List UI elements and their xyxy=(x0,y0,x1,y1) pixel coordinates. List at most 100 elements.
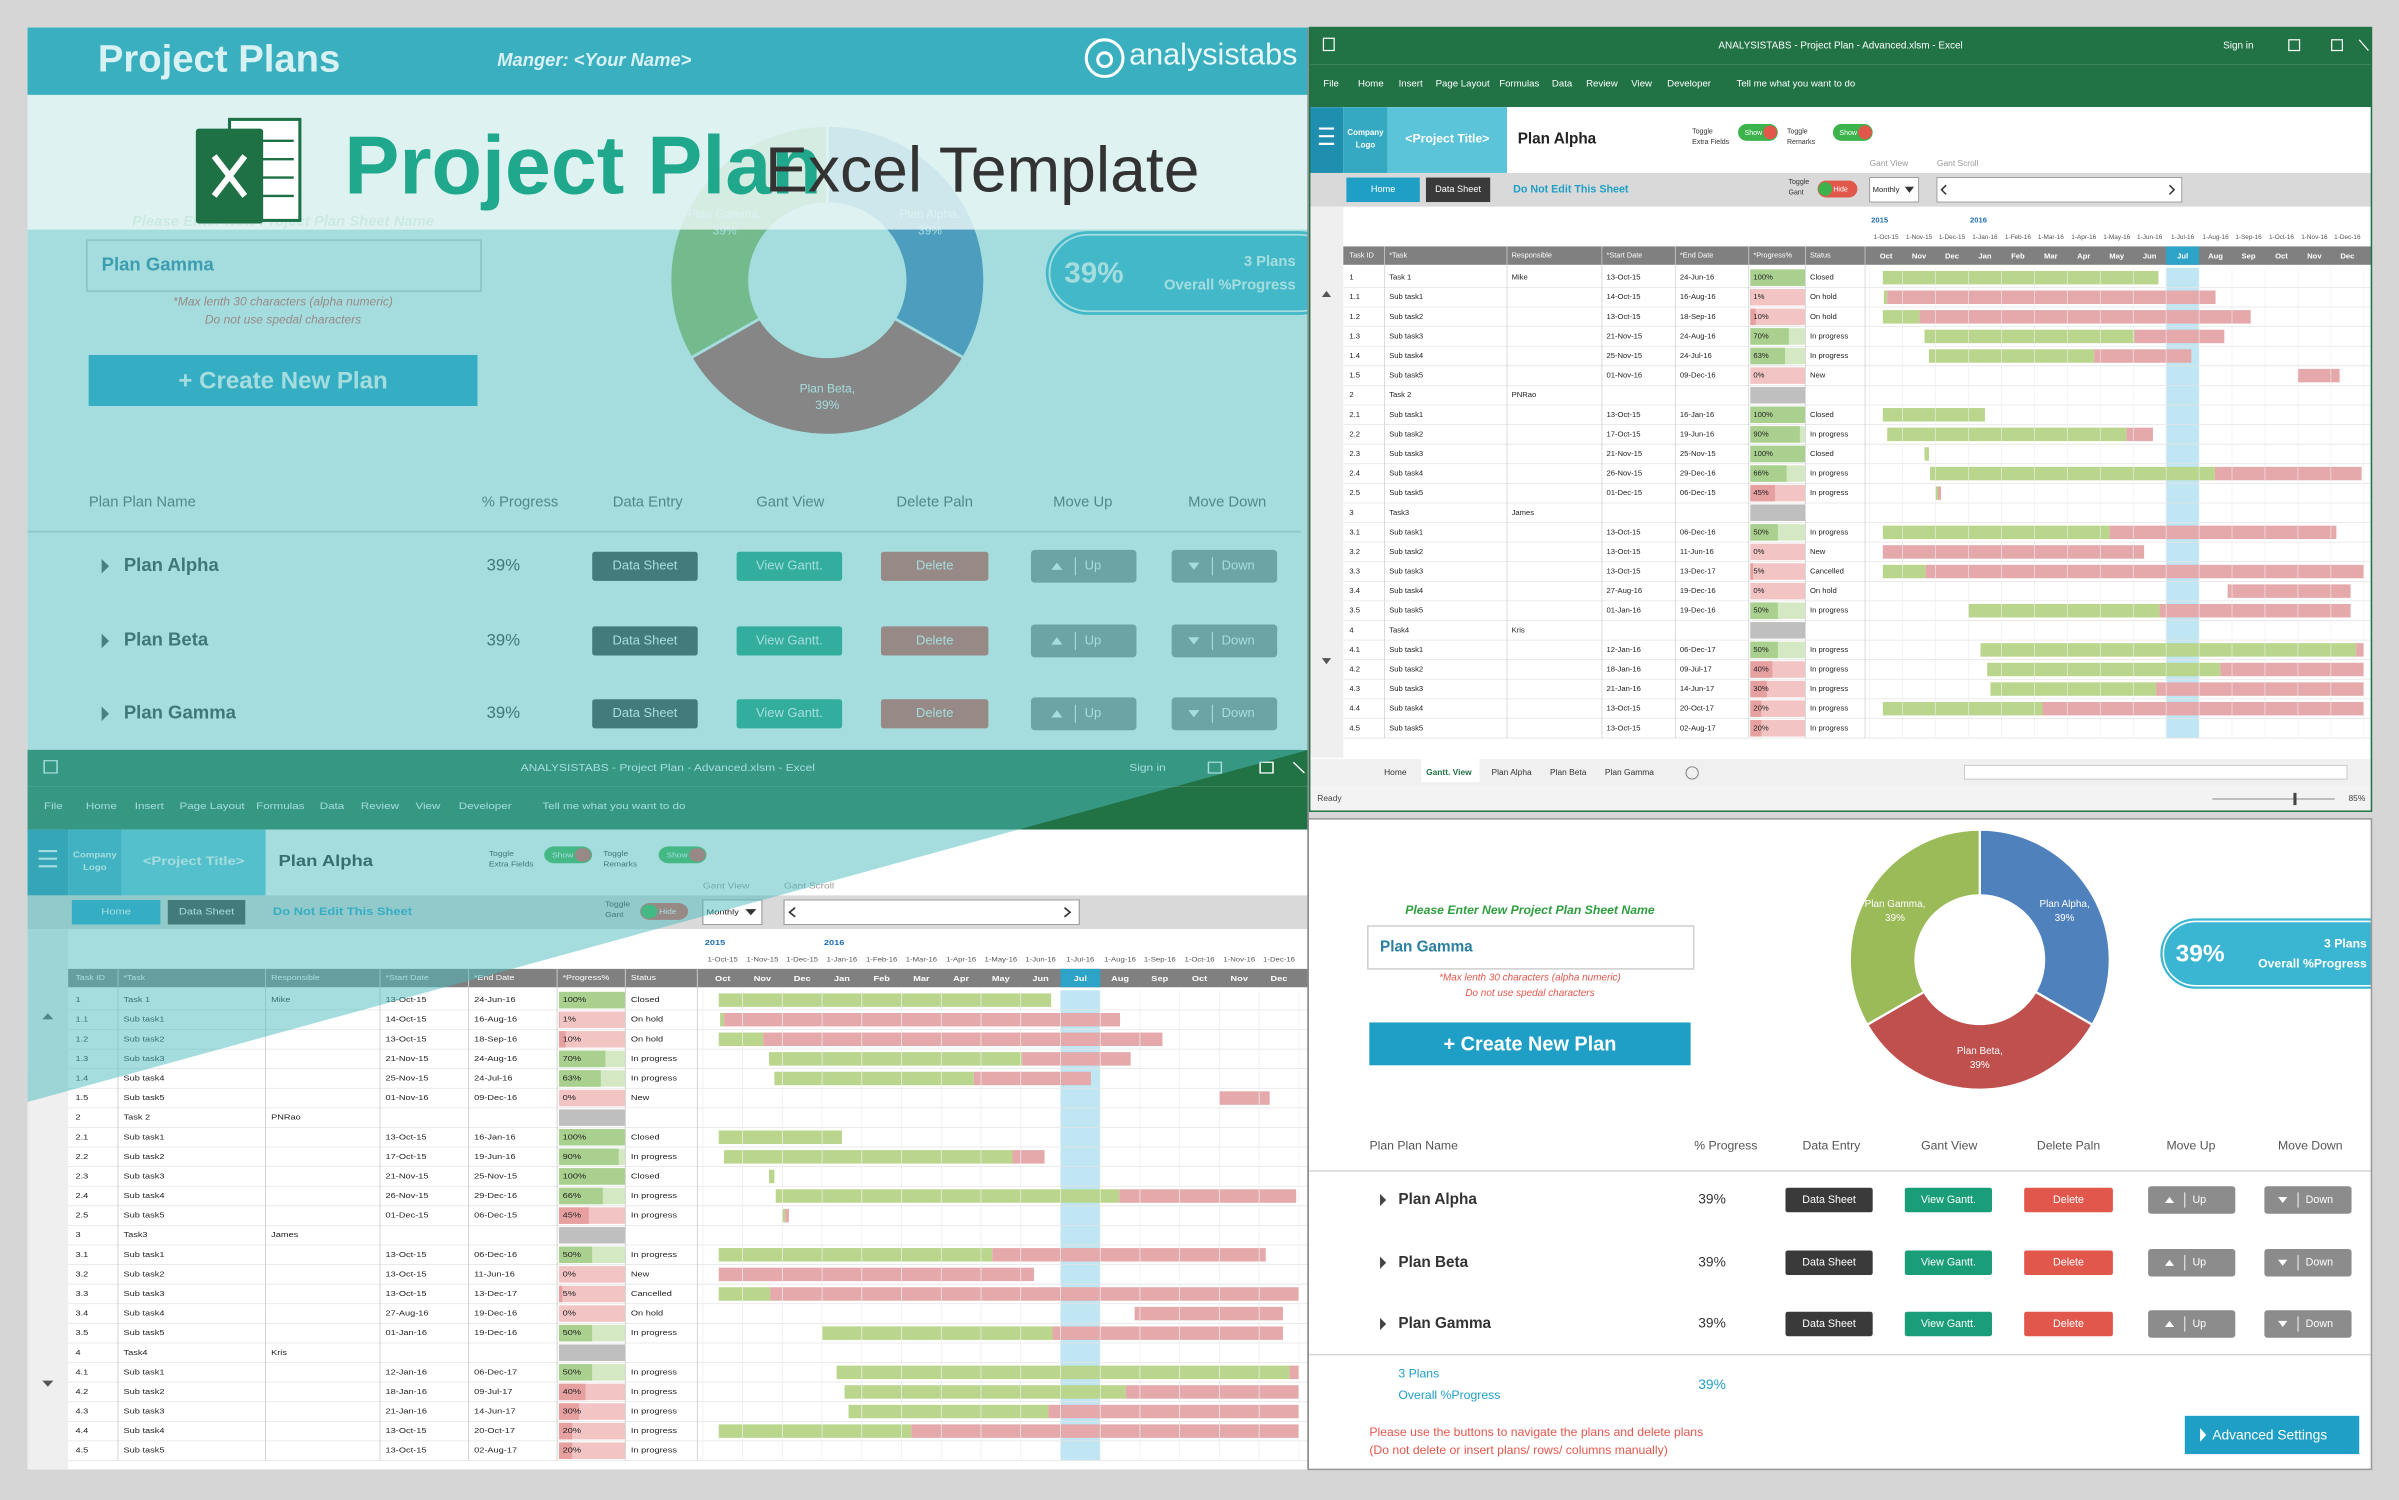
add-sheet[interactable] xyxy=(1685,766,1699,780)
cell: 100% xyxy=(563,1132,587,1141)
cell: 100% xyxy=(563,995,587,1004)
gantt-remaining xyxy=(1937,486,1942,500)
cell: 19-Dec-16 xyxy=(1680,586,1716,595)
tell-me[interactable]: Tell me what you want to do xyxy=(1737,79,1856,90)
sheet-tab[interactable]: Gantt. View xyxy=(1426,767,1472,777)
gantt-remaining xyxy=(1125,1385,1299,1399)
cell: PNRao xyxy=(271,1112,301,1121)
cell: 2.2 xyxy=(1349,429,1360,438)
view-gantt-button-label[interactable]: View Gantt. xyxy=(1921,1318,1976,1330)
settings-button[interactable] xyxy=(2184,1415,2360,1455)
menu-item[interactable]: Review xyxy=(1586,79,1618,90)
move-up-button[interactable] xyxy=(2148,1248,2236,1277)
delete-button[interactable] xyxy=(2024,1187,2113,1213)
move-down-button[interactable] xyxy=(2264,1248,2352,1277)
move-down-label[interactable]: Down xyxy=(2306,1194,2333,1206)
cell: In progress xyxy=(631,1446,677,1455)
date-header: 1-Apr-16 xyxy=(2071,234,2096,241)
cell: 45% xyxy=(563,1210,582,1219)
view-gantt-button[interactable] xyxy=(1904,1187,1993,1213)
cell: Task 2 xyxy=(123,1112,150,1121)
progress-bar xyxy=(1750,308,1756,326)
cell: Kris xyxy=(1512,625,1525,634)
move-down-button[interactable] xyxy=(2264,1310,2352,1338)
data-sheet-button-label[interactable]: Data Sheet xyxy=(1802,1257,1856,1269)
cell: Cancelled xyxy=(631,1289,672,1298)
gantt-done xyxy=(1882,525,2110,540)
cell: Sub task3 xyxy=(1389,684,1423,693)
date-header: 1-Jun-16 xyxy=(1025,956,1056,963)
progress-cell xyxy=(558,1422,626,1440)
gantt-done xyxy=(769,1169,775,1184)
sign-in[interactable]: Sign in xyxy=(2223,41,2253,52)
move-up-label[interactable]: Up xyxy=(2192,1194,2206,1206)
home-button[interactable] xyxy=(1346,177,1420,203)
progress-bar xyxy=(558,1187,603,1205)
cell: Mike xyxy=(1512,273,1528,282)
progress-bar xyxy=(558,1422,573,1440)
gantt-scrollbar[interactable] xyxy=(783,899,1080,925)
sheet-tab[interactable]: Plan Alpha xyxy=(1492,767,1533,777)
cell: On hold xyxy=(631,1308,664,1317)
cell: 2.4 xyxy=(76,1191,89,1200)
move-up-label[interactable]: Up xyxy=(2192,1318,2206,1330)
menu-item[interactable]: Page Layout xyxy=(1436,79,1490,90)
data-sheet-button-label[interactable]: Data Sheet xyxy=(1802,1194,1856,1206)
cell: 24-Jul-16 xyxy=(1680,351,1712,360)
cell: 24-Jul-16 xyxy=(474,1073,513,1082)
menu-item[interactable]: Insert xyxy=(1399,79,1423,90)
move-up-button[interactable] xyxy=(2148,1310,2236,1338)
view-gantt-button[interactable] xyxy=(1904,1311,1993,1337)
gantt-scrollbar[interactable] xyxy=(1936,177,2183,203)
summary-value: 39% xyxy=(2176,941,2225,968)
cell: In progress xyxy=(1810,704,1848,713)
warning: Do Not Edit This Sheet xyxy=(1513,184,1629,196)
menu-item[interactable]: View xyxy=(1631,79,1652,90)
data-sheet-button[interactable] xyxy=(1425,177,1491,203)
move-down-label[interactable]: Down xyxy=(2306,1318,2333,1330)
sheet-title: Plan Alpha xyxy=(1518,130,1597,147)
cell: 13-Oct-15 xyxy=(385,1269,426,1278)
data-sheet-button[interactable] xyxy=(1785,1250,1873,1275)
menu-item[interactable]: Data xyxy=(1552,79,1573,90)
cell: 19-Jun-16 xyxy=(474,1152,516,1161)
progress-cell xyxy=(1750,720,1806,737)
delete-button-label[interactable]: Delete xyxy=(2053,1257,2084,1269)
sheet-tab[interactable]: Plan Gamma xyxy=(1605,767,1654,777)
data-sheet-button-label[interactable]: Data Sheet xyxy=(1802,1318,1856,1330)
sheet-tab[interactable]: Plan Beta xyxy=(1550,767,1587,777)
settings-label[interactable]: Advanced Settings xyxy=(2212,1427,2327,1442)
view-gantt-button-label[interactable]: View Gantt. xyxy=(1921,1194,1976,1206)
progress-bar xyxy=(1750,680,1767,698)
data-sheet-button[interactable] xyxy=(1785,1187,1873,1213)
move-up-label[interactable]: Up xyxy=(2192,1257,2206,1269)
create-button-label[interactable]: + Create New Plan xyxy=(1444,1034,1617,1056)
cell: 10% xyxy=(563,1034,582,1043)
delete-button[interactable] xyxy=(2024,1311,2113,1337)
move-up-button[interactable] xyxy=(2148,1186,2236,1214)
menu-item[interactable]: Formulas xyxy=(1499,79,1539,90)
delete-button-label[interactable]: Delete xyxy=(2053,1318,2084,1330)
gantt-remaining xyxy=(1048,1404,1299,1419)
move-down-label[interactable]: Down xyxy=(2306,1257,2333,1269)
cell: 4.4 xyxy=(1349,704,1360,713)
delete-button[interactable] xyxy=(2024,1250,2113,1275)
view-gantt-button-label[interactable]: View Gantt. xyxy=(1921,1257,1976,1269)
menu-item[interactable]: Home xyxy=(1358,79,1384,90)
view-gantt-button[interactable] xyxy=(1904,1250,1993,1275)
month-header: Feb xyxy=(2011,251,2025,260)
cell: In progress xyxy=(1810,331,1848,340)
progress-bar xyxy=(558,1285,563,1303)
sheet-tab[interactable]: Home xyxy=(1384,767,1407,777)
menu-item[interactable]: Developer xyxy=(1667,79,1712,90)
date-header: 1-Dec-15 xyxy=(1939,234,1966,241)
data-sheet-button[interactable] xyxy=(1785,1311,1873,1337)
create-button[interactable] xyxy=(1369,1022,1691,1066)
gantt-done xyxy=(1924,329,2135,344)
cell: 13-Oct-15 xyxy=(385,1426,426,1435)
delete-button-label[interactable]: Delete xyxy=(2053,1194,2084,1206)
name-input[interactable] xyxy=(1367,925,1695,970)
gantt-done xyxy=(844,1385,1126,1399)
menu-item[interactable]: File xyxy=(1323,79,1339,90)
move-down-button[interactable] xyxy=(2264,1186,2352,1214)
